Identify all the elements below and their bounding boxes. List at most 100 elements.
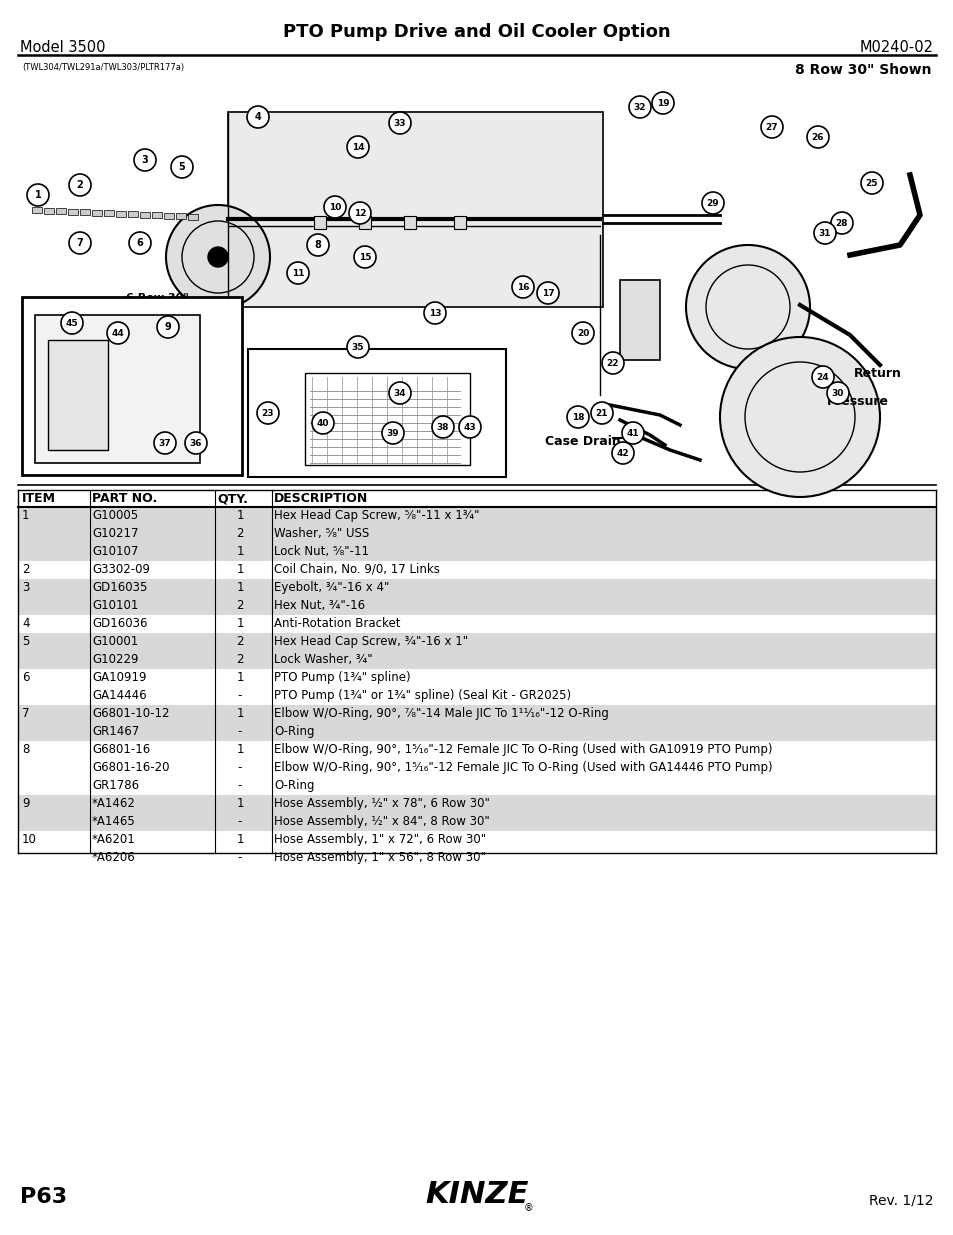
Text: 15: 15 (358, 252, 371, 262)
Text: 9: 9 (22, 797, 30, 810)
Bar (228, 112, 602, 308)
Text: Elbow W/O-Ring, 90°, 1⁵⁄₁₆"-12 Female JIC To O-Ring (Used with GA14446 PTO Pump): Elbow W/O-Ring, 90°, 1⁵⁄₁₆"-12 Female JI… (274, 761, 772, 774)
Circle shape (813, 222, 835, 245)
Text: 23: 23 (261, 409, 274, 417)
Text: Pressure: Pressure (137, 347, 199, 359)
Circle shape (324, 196, 346, 219)
Text: 1: 1 (236, 618, 244, 630)
Text: O-Ring: O-Ring (274, 725, 314, 739)
Text: 10: 10 (22, 832, 37, 846)
Circle shape (347, 336, 369, 358)
Text: GA14446: GA14446 (91, 689, 147, 701)
Circle shape (256, 403, 278, 424)
Text: G10001: G10001 (91, 635, 138, 648)
Circle shape (171, 156, 193, 178)
Bar (128, 211, 138, 217)
Text: Rev. 1/12: Rev. 1/12 (868, 1193, 933, 1207)
Text: 38: 38 (436, 422, 449, 431)
Text: 31: 31 (818, 228, 830, 237)
Circle shape (287, 262, 309, 284)
Text: 6: 6 (136, 238, 143, 248)
Text: 1: 1 (236, 509, 244, 522)
Text: 1: 1 (34, 190, 41, 200)
Text: Hex Head Cap Screw, ⁵⁄₈"-11 x 1¾": Hex Head Cap Screw, ⁵⁄₈"-11 x 1¾" (274, 509, 479, 522)
Text: G10107: G10107 (91, 545, 138, 558)
Text: 34: 34 (394, 389, 406, 398)
Text: 26: 26 (811, 132, 823, 142)
Bar (188, 214, 198, 220)
Text: 37: 37 (158, 438, 172, 447)
Text: 43: 43 (463, 422, 476, 431)
Bar (140, 211, 150, 217)
Text: GD16036: GD16036 (91, 618, 148, 630)
Bar (18, 597, 935, 615)
Circle shape (621, 422, 643, 445)
Text: 4: 4 (22, 618, 30, 630)
Bar (48, 340, 108, 450)
Text: M0240-02: M0240-02 (859, 40, 933, 56)
Text: PTO Pump Drive and Oil Cooler Option: PTO Pump Drive and Oil Cooler Option (283, 23, 670, 41)
Text: 1: 1 (236, 563, 244, 576)
Text: 30: 30 (831, 389, 843, 398)
Text: 8 Row 30" Shown: 8 Row 30" Shown (795, 63, 931, 77)
Bar (35, 315, 200, 463)
Text: G6801-10-12: G6801-10-12 (91, 706, 170, 720)
Text: 39: 39 (386, 429, 399, 437)
Text: Model 3500: Model 3500 (20, 40, 106, 56)
Circle shape (861, 172, 882, 194)
Text: 29: 29 (706, 199, 719, 207)
Text: 42: 42 (616, 448, 629, 457)
Circle shape (806, 126, 828, 148)
Text: Anti-Rotation Bracket: Anti-Rotation Bracket (274, 618, 400, 630)
Bar (18, 813, 935, 830)
Circle shape (826, 382, 848, 404)
Circle shape (432, 416, 454, 438)
Circle shape (166, 205, 270, 309)
Text: Hex Head Cap Screw, ¾"-16 x 1": Hex Head Cap Screw, ¾"-16 x 1" (274, 635, 468, 648)
Text: ITEM: ITEM (22, 492, 56, 505)
Text: Eyebolt, ¾"-16 x 4": Eyebolt, ¾"-16 x 4" (274, 580, 389, 594)
Text: 2: 2 (22, 563, 30, 576)
Bar (403, 216, 416, 228)
Text: 1: 1 (236, 706, 244, 720)
Text: G6801-16: G6801-16 (91, 743, 150, 756)
Text: Lock Nut, ⁵⁄₈"-11: Lock Nut, ⁵⁄₈"-11 (274, 545, 369, 558)
Circle shape (208, 247, 228, 267)
Text: 28: 28 (835, 219, 847, 227)
Text: 4: 4 (254, 112, 261, 122)
Text: 17: 17 (541, 289, 554, 298)
Text: Hose Assembly, ½" x 78", 6 Row 30": Hose Assembly, ½" x 78", 6 Row 30" (274, 797, 489, 810)
Text: 33: 33 (394, 119, 406, 127)
Text: Coil Chain, No. 9/0, 17 Links: Coil Chain, No. 9/0, 17 Links (274, 563, 439, 576)
Text: -: - (237, 689, 242, 701)
Circle shape (347, 136, 369, 158)
Text: 2: 2 (236, 527, 244, 540)
Text: *A6201: *A6201 (91, 832, 135, 846)
Text: 1: 1 (236, 580, 244, 594)
Text: DESCRIPTION: DESCRIPTION (274, 492, 368, 505)
Text: 21: 21 (595, 409, 608, 417)
Text: 13: 13 (428, 309, 441, 317)
Text: 10: 10 (329, 203, 341, 211)
Text: 3: 3 (141, 156, 149, 165)
Text: *A1462: *A1462 (91, 797, 135, 810)
Text: 1: 1 (236, 743, 244, 756)
Circle shape (69, 232, 91, 254)
Bar (22, 296, 242, 475)
Bar (32, 207, 42, 212)
Text: G6801-16-20: G6801-16-20 (91, 761, 170, 774)
Text: 44: 44 (112, 329, 124, 337)
Bar (18, 525, 935, 542)
Circle shape (354, 246, 375, 268)
Text: 2: 2 (236, 635, 244, 648)
Text: Case Drain: Case Drain (544, 435, 620, 448)
Text: Elbow W/O-Ring, 90°, 1⁵⁄₁₆"-12 Female JIC To O-Ring (Used with GA10919 PTO Pump): Elbow W/O-Ring, 90°, 1⁵⁄₁₆"-12 Female JI… (274, 743, 772, 756)
Text: 19: 19 (656, 99, 669, 107)
Text: G10229: G10229 (91, 653, 138, 666)
Bar (18, 632, 935, 651)
Circle shape (312, 412, 334, 433)
Text: G10101: G10101 (91, 599, 138, 613)
Circle shape (512, 275, 534, 298)
Text: *A6206: *A6206 (91, 851, 135, 864)
Text: P63: P63 (20, 1187, 67, 1207)
